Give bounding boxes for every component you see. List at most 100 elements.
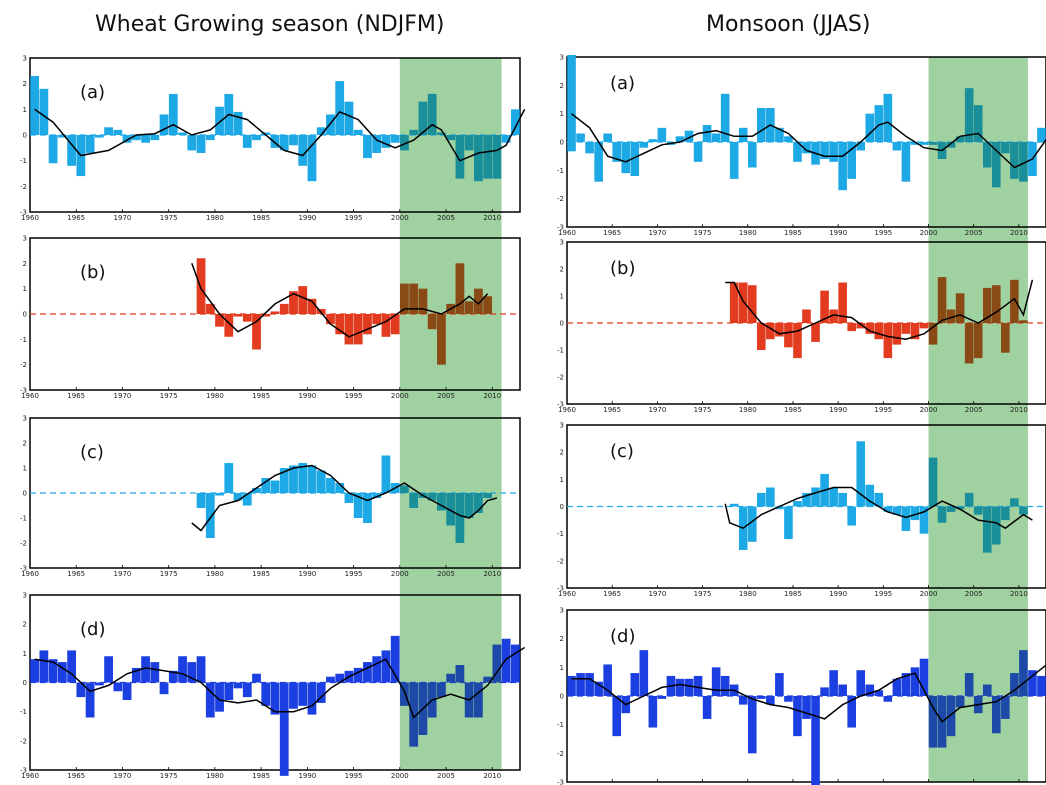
- xtick-label: 1975: [160, 214, 178, 222]
- smoothed-line: [571, 664, 1046, 723]
- bar-1990: [838, 684, 847, 696]
- bar-1987: [279, 468, 289, 493]
- ytick-label: 2: [560, 635, 564, 643]
- bar-1978: [196, 656, 206, 683]
- bar-1983: [242, 135, 252, 148]
- ytick-label: 0: [23, 490, 27, 498]
- bar-1989: [829, 670, 838, 696]
- bar-1980: [747, 696, 757, 754]
- bar-2011: [501, 638, 511, 683]
- ytick-label: -1: [557, 530, 564, 538]
- bar-1991: [847, 506, 856, 526]
- bar-1978: [196, 493, 206, 508]
- bar-1996: [363, 493, 372, 523]
- xtick-label: 1970: [648, 590, 666, 598]
- bar-1976: [711, 133, 721, 142]
- bar-1984: [784, 506, 793, 540]
- ytick-label: -1: [557, 347, 564, 355]
- xtick-label: 1980: [206, 214, 224, 222]
- bar-1988: [820, 687, 829, 696]
- xtick-label: 1960: [558, 406, 576, 414]
- bar-1961: [39, 88, 49, 135]
- bar-1987: [279, 303, 289, 314]
- bar-1989: [829, 142, 838, 162]
- xtick-label: 2005: [965, 590, 983, 598]
- bar-2008: [1001, 506, 1010, 521]
- bar-1990: [307, 298, 317, 314]
- bar-1998: [381, 135, 391, 148]
- bar-1960: [567, 675, 576, 696]
- smoothed-line: [34, 646, 526, 719]
- bar-1967: [94, 135, 104, 138]
- xtick-label: 1980: [206, 772, 224, 780]
- bar-1962: [48, 659, 58, 683]
- bar-1987: [279, 135, 289, 151]
- bar-1982: [766, 323, 775, 340]
- xtick-label: 2000: [391, 392, 409, 400]
- xtick-label: 2000: [920, 229, 938, 237]
- bar-1984: [252, 314, 261, 350]
- panel-label: (c): [610, 441, 634, 462]
- xtick-label: 2010: [483, 570, 501, 578]
- ytick-label: -2: [557, 750, 564, 758]
- bar-1963: [594, 681, 603, 696]
- ytick-label: 3: [23, 235, 27, 243]
- bar-1998: [910, 667, 920, 696]
- ytick-label: 1: [560, 476, 564, 484]
- ytick-label: 3: [560, 422, 564, 430]
- bar-1976: [711, 667, 721, 696]
- bar-1989: [829, 309, 838, 323]
- bar-1978: [729, 282, 739, 323]
- bar-1999: [390, 135, 400, 143]
- bar-1961: [576, 133, 585, 142]
- ytick-label: 2: [560, 266, 564, 274]
- bar-1982: [233, 314, 243, 317]
- bar-1998: [910, 142, 920, 145]
- bar-2012: [510, 109, 520, 135]
- bar-2010: [1019, 506, 1028, 515]
- smoothed-line: [191, 464, 498, 532]
- bar-1973: [150, 135, 160, 141]
- bar-2007: [464, 135, 474, 151]
- ytick-label: 0: [23, 132, 27, 140]
- bar-1971: [131, 667, 141, 683]
- ytick-label: 2: [560, 82, 564, 90]
- bar-1994: [874, 492, 884, 507]
- bar-1995: [883, 506, 893, 512]
- bar-2000: [928, 142, 938, 145]
- bar-1971: [131, 135, 141, 141]
- bar-1977: [720, 675, 730, 696]
- bar-1993: [865, 113, 875, 142]
- bar-2009: [1010, 142, 1019, 179]
- bar-2001: [937, 277, 947, 323]
- ytick-label: 3: [560, 607, 564, 615]
- bar-1992: [856, 670, 866, 696]
- bar-1991: [316, 308, 326, 314]
- panel-label: (c): [80, 442, 104, 463]
- panel-label: (a): [610, 73, 635, 94]
- bar-1962: [585, 142, 594, 154]
- bar-1985: [793, 323, 802, 359]
- panel-label: (d): [80, 619, 105, 640]
- xtick-label: 1960: [558, 590, 576, 598]
- bar-1996: [892, 323, 902, 345]
- bar-1991: [316, 682, 326, 703]
- bar-2006: [982, 142, 992, 168]
- smoothed-line: [725, 279, 1034, 340]
- bar-1969: [113, 682, 123, 692]
- ytick-label: 2: [560, 449, 564, 457]
- bar-1994: [344, 101, 354, 135]
- ytick-label: -3: [20, 565, 27, 573]
- bar-1986: [270, 135, 280, 148]
- bar-1968: [104, 127, 113, 135]
- xtick-label: 1980: [206, 570, 224, 578]
- bar-2000: [400, 682, 409, 706]
- bar-1980: [747, 506, 757, 542]
- ytick-label: 1: [23, 106, 27, 114]
- bar-1979: [738, 282, 748, 323]
- bar-2003: [955, 136, 965, 142]
- bar-1992: [326, 114, 335, 135]
- bar-2004: [964, 88, 974, 142]
- bar-1999: [919, 142, 929, 145]
